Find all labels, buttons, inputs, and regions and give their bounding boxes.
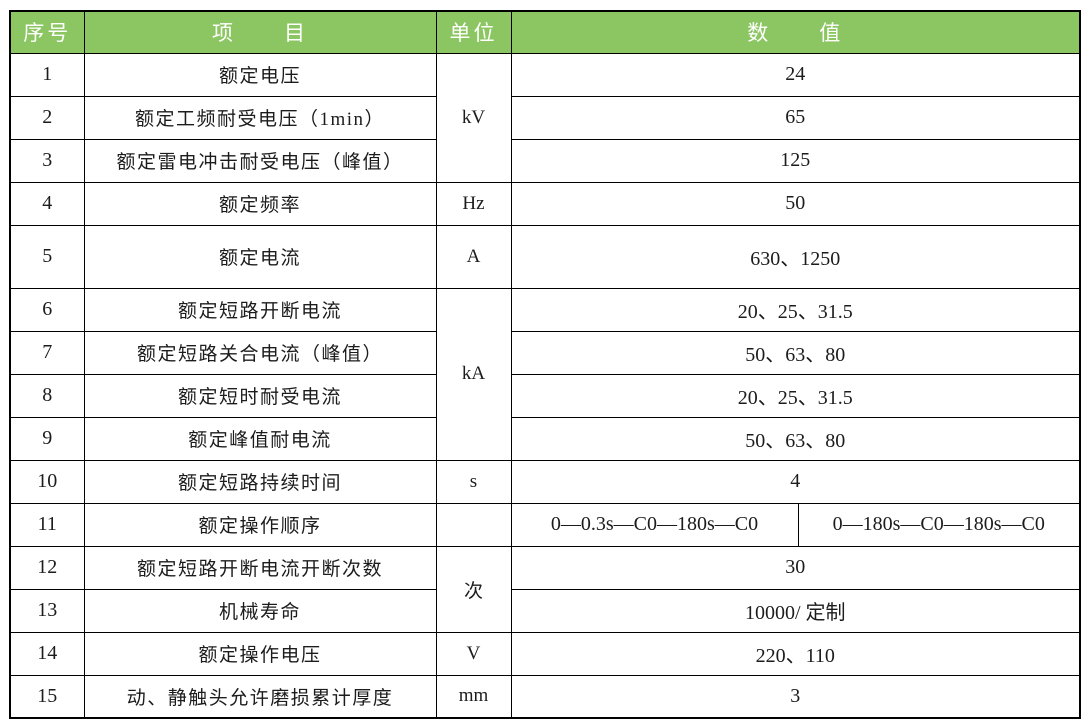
unit-cell-v: V (435, 631, 512, 676)
row-number-cell: 3 (9, 138, 85, 183)
value-cell: 65 (510, 95, 1081, 140)
header-cell-unit: 单位 (435, 10, 512, 54)
item-cell: 额定短路开断电流开断次数 (83, 545, 437, 590)
unit-cell-hz: Hz (435, 181, 512, 226)
unit-cell-mm: mm (435, 674, 512, 719)
value-cell: 50、63、80 (510, 330, 1081, 375)
table-row: 14 额定操作电压 V 220、110 (9, 631, 1081, 676)
spec-table: 序号 项 目 单位 数 值 1 额定电压 kV 24 2 额定工频耐受电压（1m… (9, 10, 1081, 719)
value-cell: 3 (510, 674, 1081, 719)
table-row: 11 额定操作顺序 0—0.3s—C0—180s—C0 0—180s—C0—18… (9, 502, 1081, 547)
row-number-cell: 11 (9, 502, 85, 547)
table-row: 8 额定短时耐受电流 20、25、31.5 (9, 373, 1081, 418)
table-row: 5 额定电流 A 630、1250 (9, 224, 1081, 289)
item-cell: 额定电流 (83, 224, 437, 289)
value-cell: 125 (510, 138, 1081, 183)
item-cell: 机械寿命 (83, 588, 437, 633)
row-number-cell: 6 (9, 287, 85, 332)
row-number-cell: 10 (9, 459, 85, 504)
item-cell: 额定短路持续时间 (83, 459, 437, 504)
row-number-cell: 8 (9, 373, 85, 418)
value-cell: 10000/ 定制 (510, 588, 1081, 633)
value-cell: 220、110 (510, 631, 1081, 676)
item-cell: 额定工频耐受电压（1min） (83, 95, 437, 140)
row-number-cell: 2 (9, 95, 85, 140)
header-cell-no: 序号 (9, 10, 85, 54)
table-row: 15 动、静触头允许磨损累计厚度 mm 3 (9, 674, 1081, 719)
table-row: 13 机械寿命 10000/ 定制 (9, 588, 1081, 633)
table-row: 2 额定工频耐受电压（1min） 65 (9, 95, 1081, 140)
item-cell: 额定电压 (83, 52, 437, 97)
header-row: 序号 项 目 单位 数 值 (9, 10, 1081, 54)
table-row: 7 额定短路关合电流（峰值） 50、63、80 (9, 330, 1081, 375)
item-cell: 动、静触头允许磨损累计厚度 (83, 674, 437, 719)
item-cell: 额定操作顺序 (83, 502, 437, 547)
value-cell: 50 (510, 181, 1081, 226)
table-row: 6 额定短路开断电流 kA 20、25、31.5 (9, 287, 1081, 461)
table-row: 10 额定短路持续时间 s 4 (9, 459, 1081, 504)
row-number-cell: 13 (9, 588, 85, 633)
value-cell: 24 (510, 52, 1081, 97)
unit-cell-ci: 次 (435, 545, 512, 633)
item-cell: 额定峰值耐电流 (83, 416, 437, 461)
item-cell: 额定短路开断电流 (83, 287, 437, 332)
value-cell: 20、25、31.5 (510, 287, 1081, 332)
row-number-cell: 4 (9, 181, 85, 226)
table-row: 12 额定短路开断电流开断次数 次 30 (9, 545, 1081, 633)
row-number-cell: 15 (9, 674, 85, 719)
item-cell: 额定操作电压 (83, 631, 437, 676)
row-number-cell: 12 (9, 545, 85, 590)
unit-cell-s: s (435, 459, 512, 504)
header-cell-value: 数 值 (510, 10, 1081, 54)
table-row: 1 额定电压 kV 24 (9, 52, 1081, 183)
table-row: 9 额定峰值耐电流 50、63、80 (9, 416, 1081, 461)
unit-cell-kv: kV (435, 52, 512, 183)
unit-cell-blank (435, 502, 512, 547)
item-cell: 额定短路关合电流（峰值） (83, 330, 437, 375)
header-cell-item: 项 目 (83, 10, 437, 54)
row-number-cell: 9 (9, 416, 85, 461)
value-cell: 50、63、80 (510, 416, 1081, 461)
item-cell: 额定频率 (83, 181, 437, 226)
value-cell: 630、1250 (510, 224, 1081, 289)
value-cell-sequence-left: 0—0.3s—C0—180s—C0 (510, 502, 799, 547)
value-cell: 20、25、31.5 (510, 373, 1081, 418)
value-cell: 4 (510, 459, 1081, 504)
row-number-cell: 5 (9, 224, 85, 289)
row-number-cell: 14 (9, 631, 85, 676)
item-cell: 额定短时耐受电流 (83, 373, 437, 418)
value-cell-sequence-right: 0—180s—C0—180s—C0 (797, 502, 1081, 547)
item-cell: 额定雷电冲击耐受电压（峰值） (83, 138, 437, 183)
table-row: 3 额定雷电冲击耐受电压（峰值） 125 (9, 138, 1081, 183)
row-number-cell: 7 (9, 330, 85, 375)
value-cell: 30 (510, 545, 1081, 590)
unit-cell-ka: kA (435, 287, 512, 461)
unit-cell-a: A (435, 224, 512, 289)
row-number-cell: 1 (9, 52, 85, 97)
table-row: 4 额定频率 Hz 50 (9, 181, 1081, 226)
